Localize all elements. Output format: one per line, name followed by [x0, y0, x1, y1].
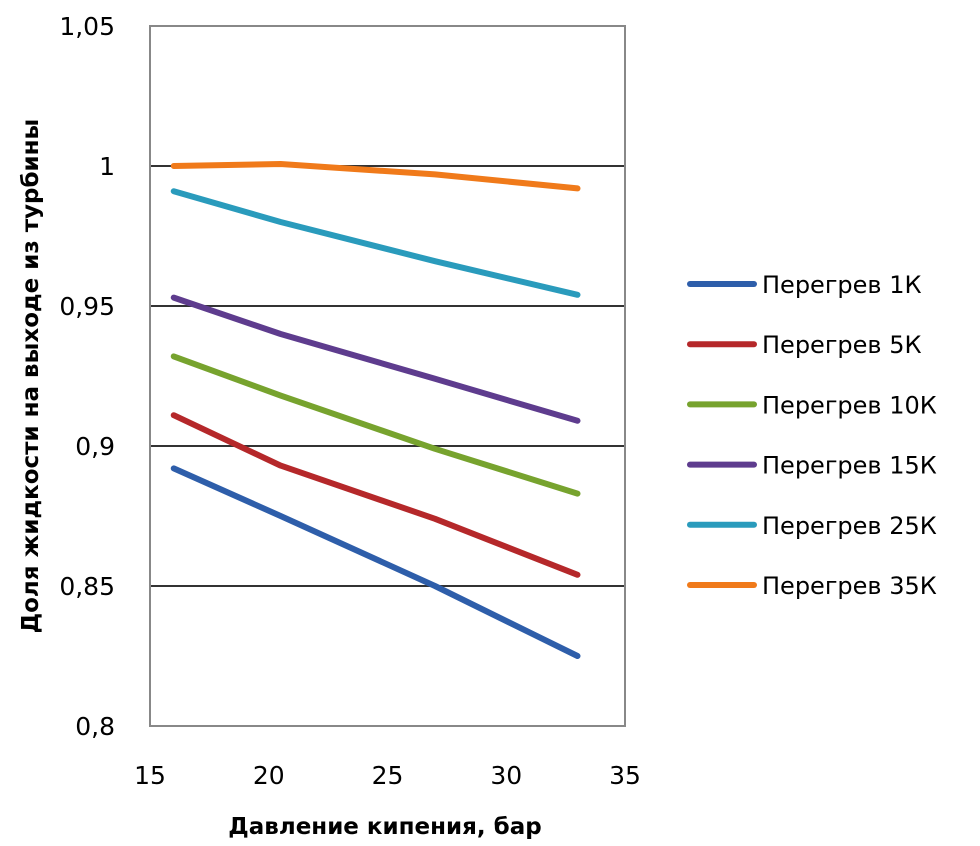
x-tick-label: 20	[253, 761, 285, 790]
y-tick-label: 0,95	[59, 292, 115, 321]
series-line	[170, 353, 581, 497]
legend-label: Перегрев 1К	[762, 271, 922, 299]
x-tick-label: 25	[372, 761, 404, 790]
series-line	[170, 161, 581, 192]
series-line	[170, 412, 581, 578]
y-tick-label: 0,9	[75, 432, 115, 461]
y-tick-label: 1	[99, 152, 115, 181]
series-lines	[170, 161, 581, 659]
y-tick-label: 1,05	[59, 12, 115, 41]
x-tick-labels: 15 20 25 30 35	[134, 761, 641, 790]
y-tick-label: 0,8	[75, 712, 115, 741]
x-axis-title: Давление кипения, бар	[228, 814, 541, 840]
legend-label: Перегрев 35К	[762, 572, 937, 600]
x-tick-label: 30	[490, 761, 522, 790]
x-tick-label: 15	[134, 761, 166, 790]
legend-label: Перегрев 25К	[762, 512, 937, 540]
y-tick-labels: 0,8 0,85 0,9 0,95 1 1,05	[59, 12, 115, 741]
y-tick-label: 0,85	[59, 572, 115, 601]
legend-label: Перегрев 15К	[762, 452, 937, 480]
y-axis-title: Доля жидкости на выходе из турбины	[18, 119, 44, 634]
series-line	[170, 294, 581, 424]
plot-area-border	[149, 25, 626, 727]
series-line	[170, 188, 581, 298]
legend: Перегрев 1К Перегрев 5К Перегрев 10К Перегр…	[687, 271, 937, 600]
legend-label: Перегрев 5К	[762, 331, 922, 359]
x-tick-label: 35	[609, 761, 641, 790]
legend-label: Перегрев 10К	[762, 391, 937, 419]
series-line	[170, 465, 581, 659]
